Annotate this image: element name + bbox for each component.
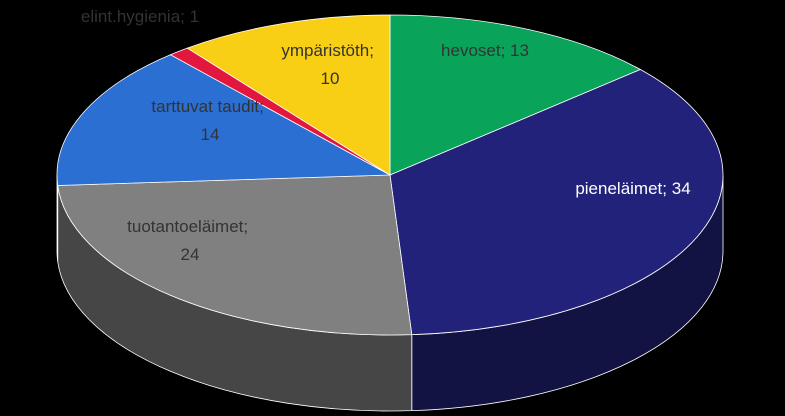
- data-label: ympäristöth; 10: [281, 41, 378, 88]
- pie-side: [56, 174, 59, 262]
- pie-slice: [186, 14, 391, 176]
- pie-slice: [57, 174, 413, 336]
- data-label: hevoset; 13: [441, 41, 529, 60]
- label-separator: ;: [369, 41, 378, 60]
- pie-slice: [56, 54, 392, 186]
- label-separator: ;: [662, 179, 671, 198]
- label-value: 1: [190, 7, 199, 26]
- label-value: 24: [181, 245, 200, 264]
- label-value: 13: [510, 41, 529, 60]
- label-name: tuotantoeläimet: [127, 217, 244, 236]
- pie-slice: [389, 14, 642, 176]
- label-name: hevoset: [441, 41, 501, 60]
- pie-slice: [389, 69, 724, 336]
- label-separator: ;: [501, 41, 510, 60]
- label-name: elint.hygienia: [81, 7, 181, 26]
- label-separator: ;: [243, 217, 252, 236]
- label-value: 34: [672, 179, 691, 198]
- label-value: 14: [201, 125, 220, 144]
- label-separator: ;: [180, 7, 189, 26]
- label-separator: ;: [259, 97, 268, 116]
- label-name: tarttuvat taudit: [151, 97, 259, 116]
- data-label: tuotantoeläimet; 24: [127, 217, 253, 264]
- label-value: 10: [321, 69, 340, 88]
- label-name: pieneläimet: [575, 179, 662, 198]
- data-label: elint.hygienia; 1: [81, 7, 199, 26]
- label-name: ympäristöth: [281, 41, 369, 60]
- data-label: tarttuvat taudit; 14: [151, 97, 268, 144]
- data-label: pieneläimet; 34: [575, 179, 690, 198]
